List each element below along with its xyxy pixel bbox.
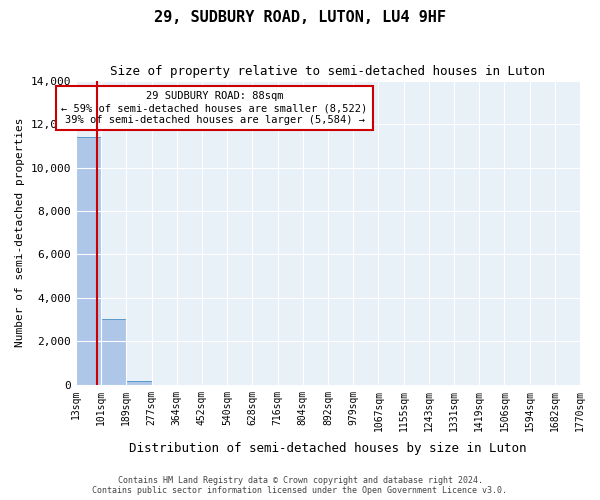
Bar [76, 137, 101, 385]
Text: 29 SUDBURY ROAD: 88sqm
← 59% of semi-detached houses are smaller (8,522)
39% of : 29 SUDBURY ROAD: 88sqm ← 59% of semi-det… [61, 92, 368, 124]
X-axis label: Distribution of semi-detached houses by size in Luton: Distribution of semi-detached houses by … [129, 442, 527, 455]
Text: 29, SUDBURY ROAD, LUTON, LU4 9HF: 29, SUDBURY ROAD, LUTON, LU4 9HF [154, 10, 446, 25]
Bar [101, 318, 127, 385]
Title: Size of property relative to semi-detached houses in Luton: Size of property relative to semi-detach… [110, 65, 545, 78]
Text: Contains HM Land Registry data © Crown copyright and database right 2024.
Contai: Contains HM Land Registry data © Crown c… [92, 476, 508, 495]
Bar [127, 381, 152, 385]
Y-axis label: Number of semi-detached properties: Number of semi-detached properties [15, 118, 25, 348]
